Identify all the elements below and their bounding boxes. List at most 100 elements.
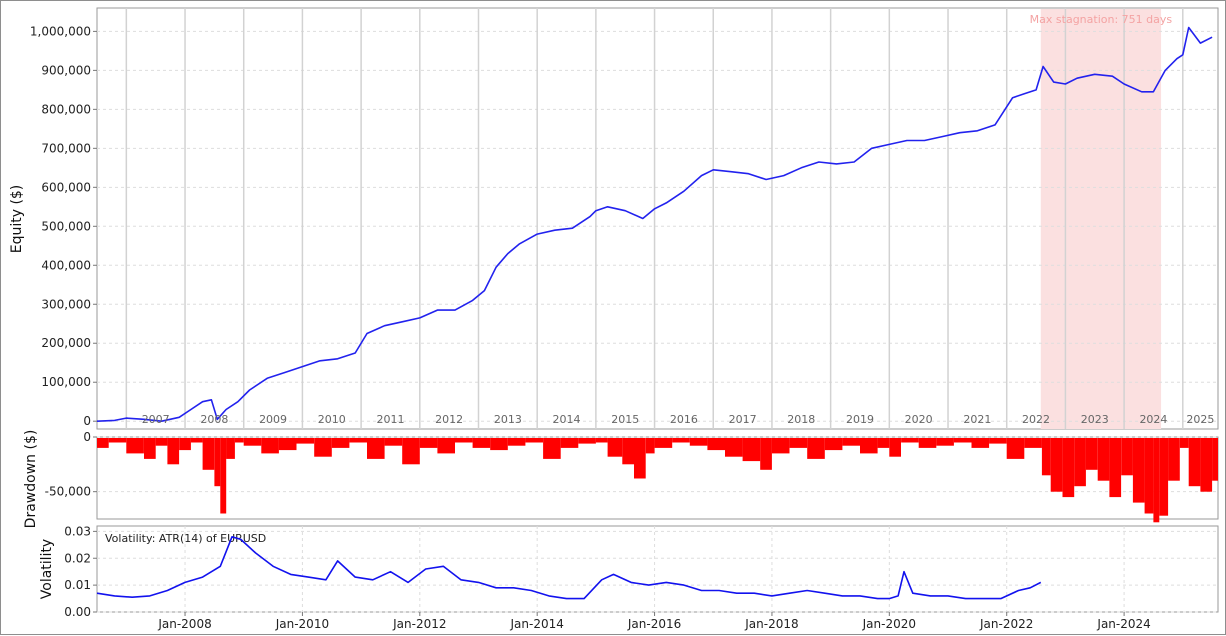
equity-line [96, 26, 1213, 423]
stagnation-band [1040, 9, 1162, 429]
drawdown-bar [654, 438, 673, 448]
equity-tick-label: 500,000 [41, 219, 91, 233]
drawdown-bar [144, 438, 156, 459]
year-label: 2020 [905, 413, 933, 426]
drawdown-tick-label: 0 [83, 430, 91, 444]
drawdown-bar [278, 438, 297, 451]
drawdown-bar [622, 438, 634, 465]
drawdown-bar [243, 438, 262, 446]
equity-tick-label: 1,000,000 [30, 24, 91, 38]
year-label: 2010 [318, 413, 346, 426]
year-label: 2017 [729, 413, 757, 426]
drawdown-bar [634, 438, 646, 479]
drawdown-bar [507, 438, 526, 446]
year-label: 2013 [494, 413, 522, 426]
drawdown-bars [97, 438, 1218, 523]
year-label: 2024 [1139, 413, 1167, 426]
drawdown-bar [525, 438, 543, 443]
drawdown-bar [349, 438, 367, 443]
drawdown-bar [595, 438, 608, 443]
equity-y-ticks: 0 100,000 200,000 300,000 400,000 500,000 600,… [30, 24, 97, 428]
volatility-series-line [96, 535, 1042, 600]
drawdown-bar [1153, 438, 1160, 523]
drawdown-bar [689, 438, 708, 446]
drawdown-bar [807, 438, 825, 459]
drawdown-bar [760, 438, 772, 470]
equity-series-line [96, 26, 1213, 423]
year-separators [125, 8, 1184, 429]
year-label: 2022 [1022, 413, 1050, 426]
drawdown-bar [1097, 438, 1110, 481]
drawdown-bar [953, 438, 972, 443]
year-label: 2015 [611, 413, 639, 426]
volatility-panel: Volatility: ATR(14) of EURUSD 0.000.010.… [39, 524, 1219, 631]
drawdown-bar [1212, 438, 1218, 481]
drawdown-bar [789, 438, 808, 448]
year-label: 2018 [787, 413, 815, 426]
drawdown-bar [202, 438, 215, 470]
drawdown-bar [607, 438, 623, 457]
drawdown-bar [1188, 438, 1201, 487]
drawdown-bar [367, 438, 385, 459]
volatility-x-tick-label: Jan-2018 [744, 617, 798, 631]
drawdown-bar [1006, 438, 1025, 459]
year-labels: 2007 2008 2009 2010 2011 2012 2013 2014 2015 2016… [142, 413, 1215, 426]
drawdown-bar [1024, 438, 1042, 448]
year-label: 2016 [670, 413, 698, 426]
drawdown-bar [1085, 438, 1098, 470]
drawdown-bar [1200, 438, 1213, 492]
drawdown-bar [472, 438, 491, 448]
year-label: 2009 [259, 413, 287, 426]
volatility-line [96, 535, 1042, 600]
drawdown-bar [725, 438, 743, 457]
equity-plot-area [96, 7, 1219, 430]
drawdown-bar [742, 438, 761, 462]
drawdown-bar [179, 438, 191, 451]
drawdown-bar [1062, 438, 1075, 498]
volatility-tick-label: 0.02 [64, 551, 91, 565]
drawdown-bar [190, 438, 203, 443]
year-label: 2025 [1186, 413, 1214, 426]
year-label: 2021 [963, 413, 991, 426]
drawdown-bar [989, 438, 1007, 444]
equity-tick-label: 800,000 [41, 102, 91, 116]
drawdown-bar [824, 438, 843, 451]
drawdown-bar [1041, 438, 1051, 476]
drawdown-bar [645, 438, 655, 454]
drawdown-bar [226, 438, 235, 459]
volatility-x-tick-label: Jan-2012 [392, 617, 446, 631]
drawdown-bar [296, 438, 315, 444]
drawdown-bar [672, 438, 690, 443]
drawdown-bar [234, 438, 244, 443]
equity-tick-label: 100,000 [41, 375, 91, 389]
drawdown-bar [437, 438, 455, 454]
year-label: 2007 [142, 413, 170, 426]
drawdown-bar [918, 438, 937, 448]
drawdown-bar [1159, 438, 1169, 516]
stagnation-label: Max stagnation: 751 days [1030, 13, 1173, 26]
volatility-axis-title: Volatility [39, 539, 55, 599]
drawdown-axis-title: Drawdown ($) [23, 430, 39, 529]
year-label: 2008 [200, 413, 228, 426]
drawdown-y-ticks: 0 -50,000 [45, 430, 97, 499]
drawdown-bar [971, 438, 990, 448]
drawdown-bar [1109, 438, 1122, 498]
drawdown-bar [842, 438, 860, 446]
drawdown-bar [560, 438, 579, 448]
drawdown-panel: 0 -50,000 Drawdown ($) [23, 430, 1219, 529]
equity-tick-label: 600,000 [41, 180, 91, 194]
volatility-x-tick-label: Jan-2024 [1096, 617, 1150, 631]
drawdown-bar [167, 438, 180, 465]
drawdown-plot-area [96, 436, 1219, 520]
year-label: 2023 [1081, 413, 1109, 426]
drawdown-bar [1121, 438, 1133, 476]
drawdown-bar [155, 438, 168, 446]
drawdown-bar [261, 438, 279, 454]
volatility-gridlines [97, 526, 1218, 613]
equity-gridlines [97, 30, 1218, 422]
volatility-x-tick-label: Jan-2022 [979, 617, 1033, 631]
drawdown-bar [490, 438, 508, 451]
drawdown-bar [543, 438, 561, 459]
equity-tick-label: 700,000 [41, 141, 91, 155]
